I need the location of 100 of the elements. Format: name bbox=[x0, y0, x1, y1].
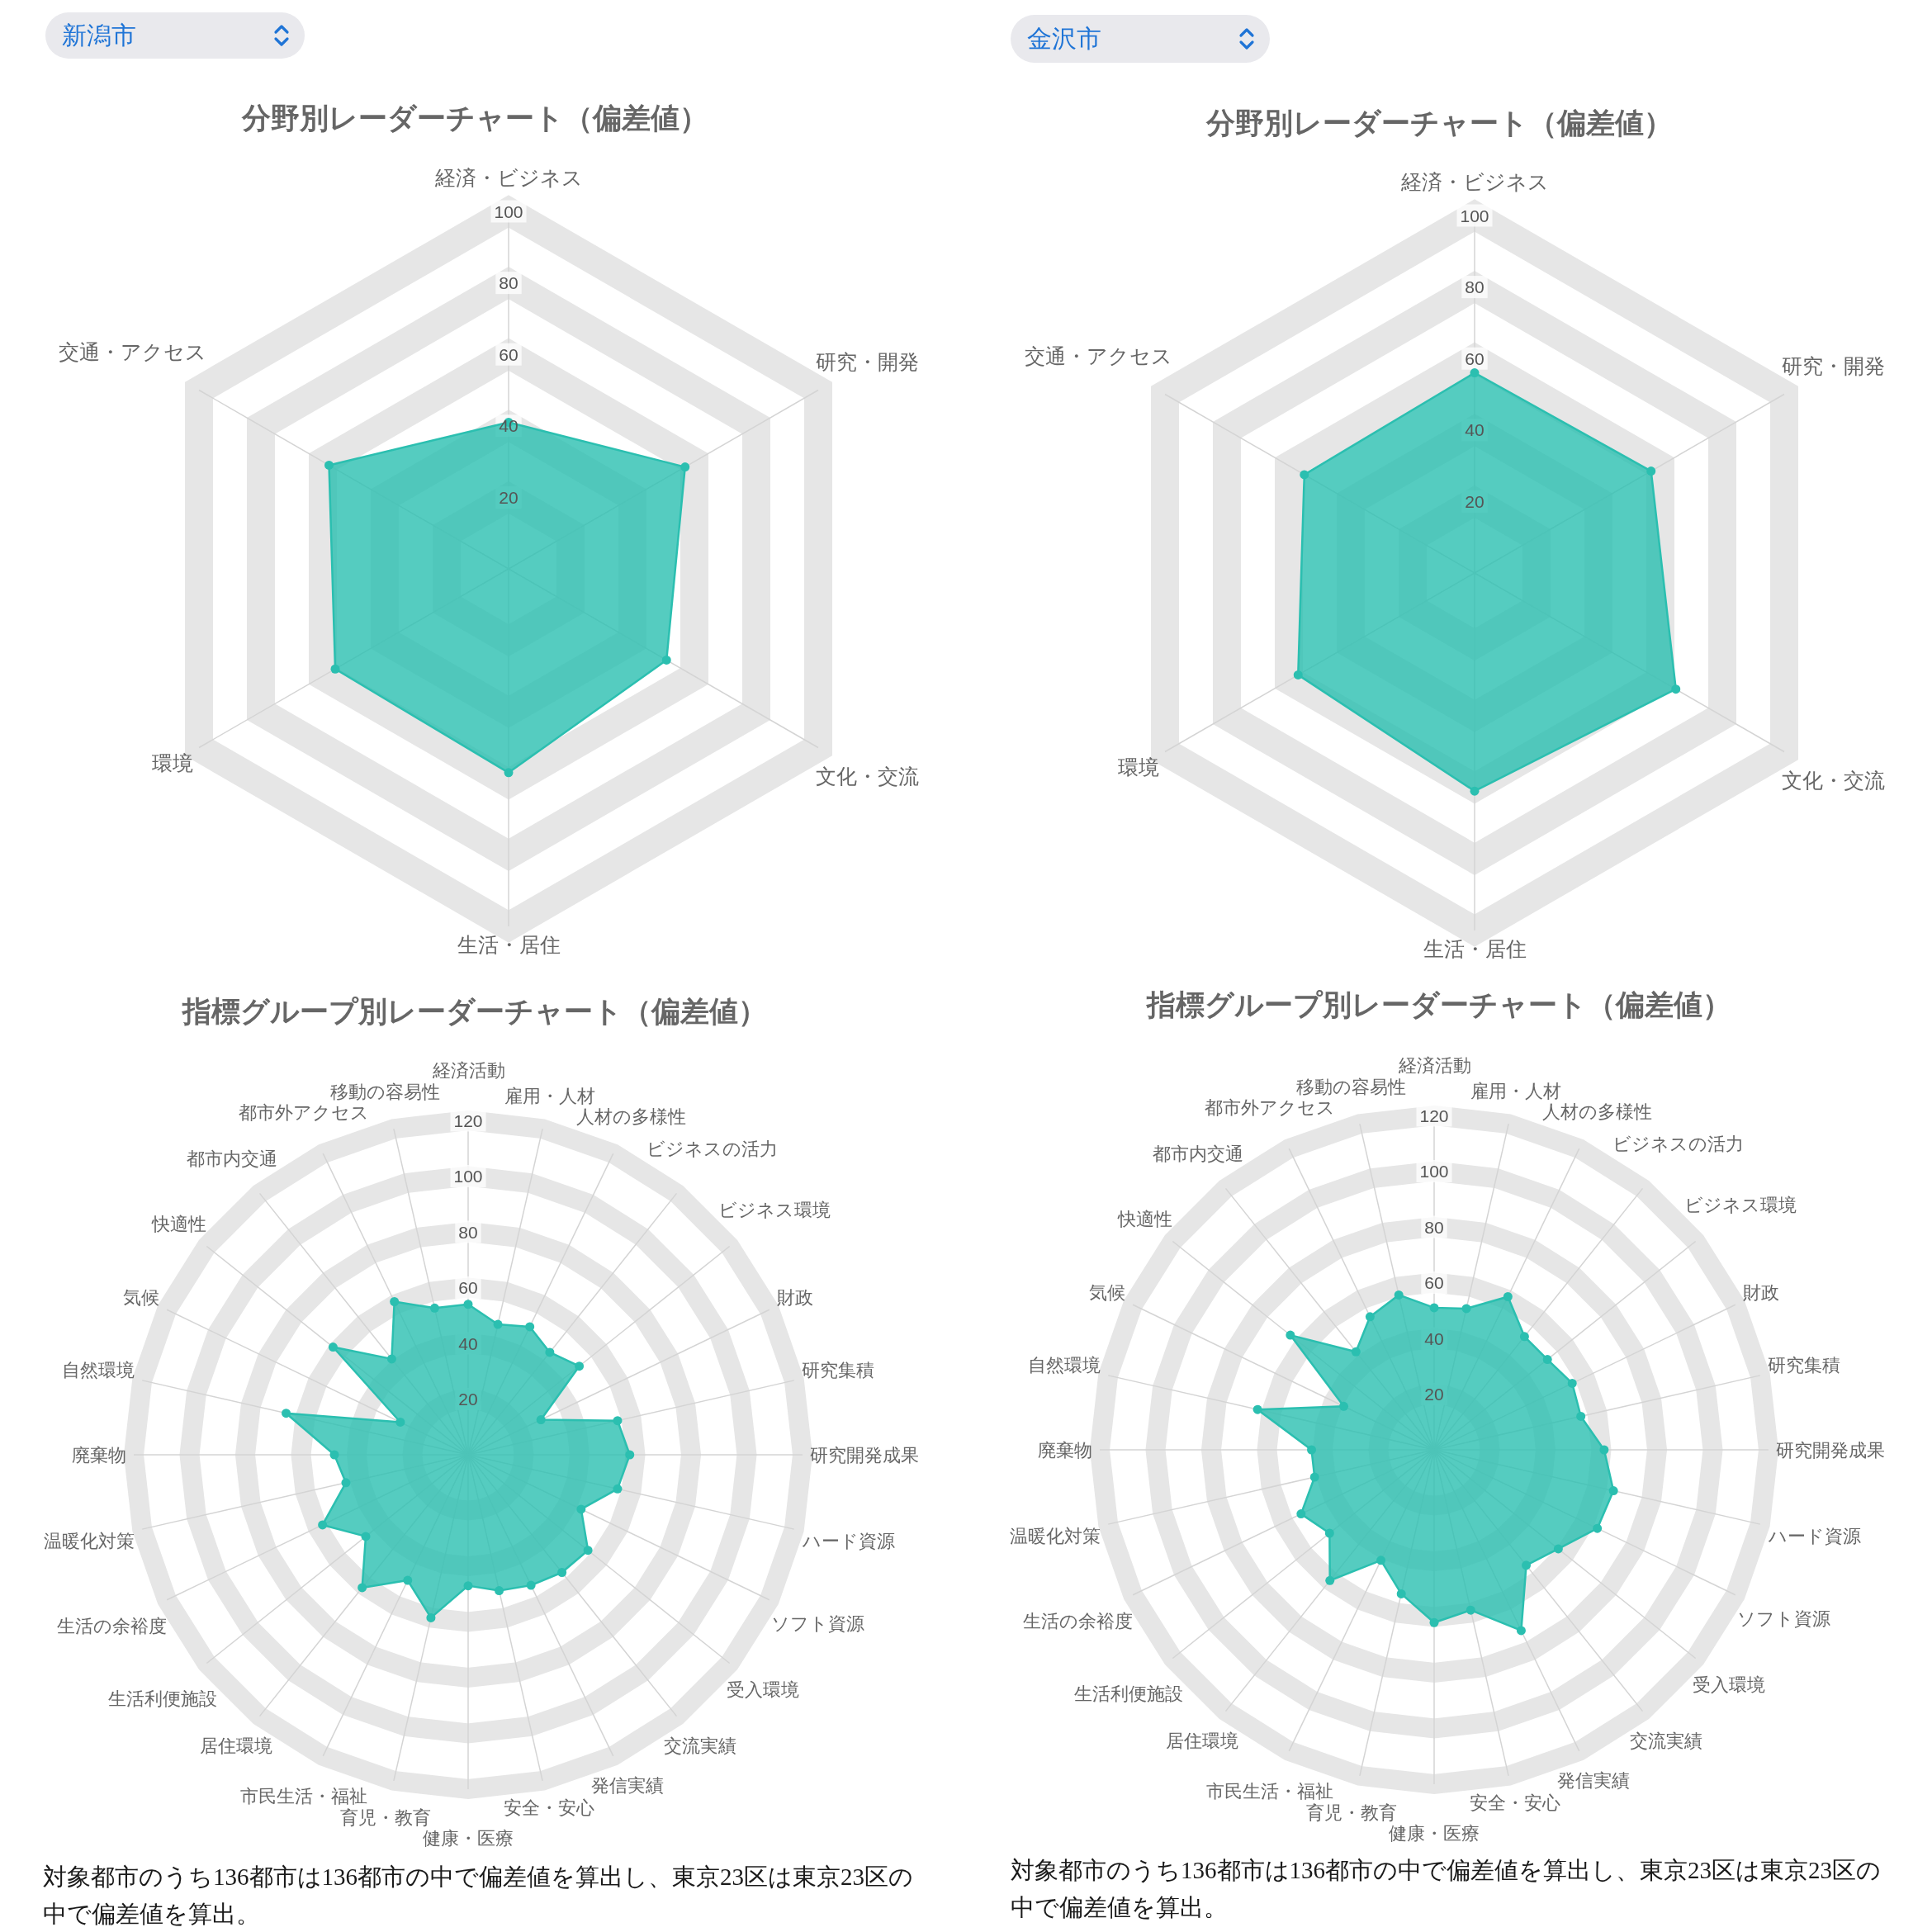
spoke-label: 気候 bbox=[123, 1286, 160, 1308]
spoke-label: 受入環境 bbox=[726, 1679, 799, 1700]
spoke-label: 財政 bbox=[1742, 1281, 1779, 1303]
y-tick-label: 40 bbox=[1465, 420, 1485, 440]
y-tick-label: 80 bbox=[499, 273, 519, 293]
y-tick-label: 40 bbox=[499, 416, 519, 436]
y-tick-label: 100 bbox=[453, 1167, 483, 1186]
spoke-label: 健康・医療 bbox=[1389, 1823, 1480, 1844]
spoke-label: 都市内交通 bbox=[187, 1148, 278, 1170]
spoke-label: 文化・交流 bbox=[1782, 769, 1886, 793]
spoke-label: 研究集積 bbox=[1768, 1355, 1841, 1376]
chart-subtitle: 新潟市 bbox=[62, 21, 136, 50]
spoke-label: 健康・医療 bbox=[423, 1828, 514, 1849]
spoke-label: 快適性 bbox=[151, 1214, 207, 1235]
y-tick-label: 60 bbox=[458, 1278, 478, 1297]
spoke-label: 経済・ビジネス bbox=[434, 166, 583, 189]
y-tick-label: 20 bbox=[1424, 1385, 1444, 1404]
spoke-label: 温暖化対策 bbox=[44, 1531, 135, 1552]
spoke-label: 安全・安心 bbox=[503, 1797, 594, 1818]
spoke-label: 交流実績 bbox=[664, 1735, 737, 1757]
spoke-label: 市民生活・福祉 bbox=[1205, 1780, 1333, 1802]
spoke-label: 都市内交通 bbox=[1153, 1144, 1244, 1165]
spoke-label: 研究開発成果 bbox=[1776, 1439, 1885, 1461]
y-tick-label: 80 bbox=[1465, 277, 1485, 297]
spoke-label: ビジネスの活力 bbox=[1612, 1134, 1744, 1155]
y-tick-label: 120 bbox=[453, 1110, 483, 1130]
title: 指標グループ別レーダーチャート（偏差値） bbox=[182, 994, 767, 1027]
annotation: 対象都市のうち136都市は136都市の中で偏差値を算出し、東京23区は東京23区の中で偏差値を算出。 bbox=[1011, 1856, 1882, 1922]
spoke-label: 生活利便施設 bbox=[107, 1688, 217, 1709]
spoke-label: 生活・居住 bbox=[1423, 937, 1527, 960]
y-tick-label: 60 bbox=[499, 344, 519, 364]
spoke-label: 居住環境 bbox=[199, 1735, 272, 1757]
dropdown: 新潟市 bbox=[45, 12, 305, 59]
spoke-label: 環境 bbox=[152, 751, 194, 774]
title: 分野別レーダーチャート（偏差値） bbox=[1205, 106, 1673, 139]
spoke-label: 財政 bbox=[776, 1286, 813, 1308]
spoke-label: 自然環境 bbox=[1027, 1355, 1101, 1376]
spoke-label: ビジネス環境 bbox=[1684, 1195, 1797, 1216]
y-tick-label: 100 bbox=[494, 201, 523, 221]
y-tick-label: 60 bbox=[1465, 348, 1485, 368]
spoke-label: 移動の容易性 bbox=[330, 1081, 441, 1102]
annotation: 対象都市のうち136都市は136都市の中で偏差値を算出し、東京23区は東京23区の中で偏差値を算出。 bbox=[43, 1863, 914, 1929]
spoke-label: 安全・安心 bbox=[1469, 1792, 1560, 1813]
y-tick-label: 20 bbox=[1465, 491, 1485, 511]
spoke-label: 生活の余裕度 bbox=[56, 1616, 167, 1637]
spoke-label: 発信実績 bbox=[1556, 1769, 1630, 1791]
spoke-label: 研究集積 bbox=[802, 1360, 875, 1381]
y-tick-label: 80 bbox=[1424, 1217, 1444, 1237]
title: 指標グループ別レーダーチャート（偏差値） bbox=[1147, 987, 1731, 1020]
y-tick-label: 100 bbox=[1460, 206, 1489, 225]
spoke-label: 移動の容易性 bbox=[1296, 1076, 1407, 1097]
spoke-label: ソフト資源 bbox=[1737, 1608, 1831, 1629]
spoke-label: 居住環境 bbox=[1165, 1731, 1238, 1752]
spoke-label: 研究・開発 bbox=[816, 349, 920, 373]
y-tick-label: 20 bbox=[499, 487, 519, 507]
y-tick-label: 60 bbox=[1424, 1273, 1444, 1292]
y-tick-label: 40 bbox=[458, 1333, 478, 1353]
spoke-label: 自然環境 bbox=[61, 1360, 135, 1381]
dropdown: 金沢市 bbox=[1011, 15, 1270, 63]
spoke-label: 環境 bbox=[1118, 755, 1160, 779]
spoke-label: 人材の多様性 bbox=[1541, 1101, 1652, 1123]
spoke-label: ソフト資源 bbox=[771, 1612, 865, 1634]
y-tick-label: 80 bbox=[458, 1222, 478, 1242]
chart-subtitle: 金沢市 bbox=[1027, 24, 1101, 54]
spoke-label: 経済活動 bbox=[431, 1060, 505, 1081]
spoke-label: 交通・アクセス bbox=[1025, 344, 1173, 368]
spoke-label: 生活・居住 bbox=[457, 933, 561, 956]
y-tick-label: 120 bbox=[1419, 1106, 1449, 1125]
spoke-label: 生活利便施設 bbox=[1073, 1683, 1183, 1704]
spoke-label: 市民生活・福祉 bbox=[239, 1785, 367, 1807]
spoke-label: 発信実績 bbox=[590, 1774, 664, 1796]
spoke-label: 廃棄物 bbox=[1038, 1439, 1092, 1461]
spoke-label: 都市外アクセス bbox=[1204, 1097, 1335, 1119]
spoke-label: 研究・開発 bbox=[1782, 353, 1886, 377]
spoke-label: 受入環境 bbox=[1692, 1674, 1765, 1695]
spoke-label: 経済活動 bbox=[1397, 1055, 1471, 1076]
spoke-label: 交通・アクセス bbox=[59, 340, 207, 364]
spoke-label: 雇用・人材 bbox=[504, 1086, 596, 1107]
spoke-label: 快適性 bbox=[1117, 1209, 1173, 1230]
spoke-label: 研究開発成果 bbox=[810, 1444, 919, 1466]
spoke-label: 育児・教育 bbox=[339, 1807, 431, 1828]
spoke-label: 経済・ビジネス bbox=[1400, 170, 1549, 193]
y-tick-label: 100 bbox=[1419, 1162, 1449, 1181]
spoke-label: 人材の多様性 bbox=[575, 1106, 686, 1128]
spoke-label: 文化・交流 bbox=[816, 765, 920, 788]
spoke-label: 生活の余裕度 bbox=[1022, 1611, 1133, 1632]
spoke-label: 温暖化対策 bbox=[1010, 1526, 1101, 1547]
spoke-label: ビジネスの活力 bbox=[646, 1139, 778, 1160]
spoke-label: 廃棄物 bbox=[72, 1444, 126, 1466]
spoke-label: ハード資源 bbox=[1767, 1526, 1861, 1547]
spoke-label: ハード資源 bbox=[801, 1531, 895, 1552]
spoke-label: 気候 bbox=[1089, 1281, 1126, 1303]
spoke-label: 交流実績 bbox=[1630, 1731, 1703, 1752]
y-tick-label: 20 bbox=[458, 1390, 478, 1409]
title: 分野別レーダーチャート（偏差値） bbox=[241, 101, 708, 134]
y-tick-label: 40 bbox=[1424, 1328, 1444, 1348]
spoke-label: 都市外アクセス bbox=[238, 1102, 369, 1124]
spoke-label: ビジネス環境 bbox=[718, 1200, 831, 1221]
spoke-label: 雇用・人材 bbox=[1470, 1081, 1562, 1102]
spoke-label: 育児・教育 bbox=[1305, 1802, 1397, 1823]
